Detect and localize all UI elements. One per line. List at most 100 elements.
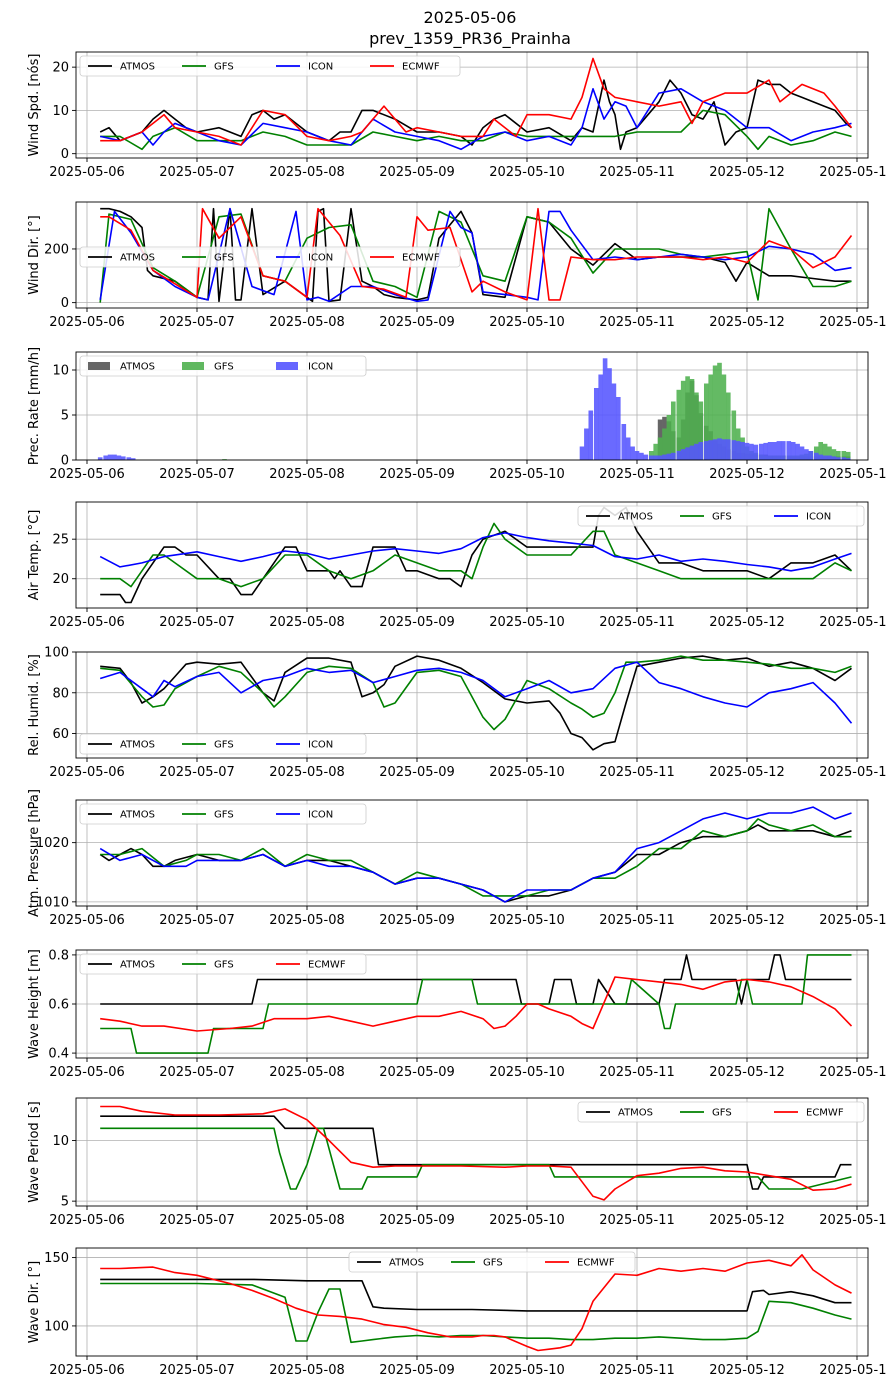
legend-label-atmos: ATMOS	[120, 362, 155, 373]
panel-1: 2025-05-06 2025-05-07 2025-05-08 2025-05-09…	[27, 51, 886, 180]
legend-label-icon: ICON	[308, 810, 333, 821]
bar-icon	[120, 456, 126, 460]
y-tick-label: 0	[61, 296, 69, 311]
legend-label-ecmwf: ECMWF	[577, 1258, 615, 1269]
legend: ATMOS GFS ICON ECMWF	[79, 55, 461, 77]
series-line-ecmwf	[100, 57, 853, 146]
bar-icon	[676, 451, 682, 460]
bar-icon	[694, 443, 699, 460]
x-tick-label: 2025-05-09	[379, 913, 455, 928]
legend-label-atmos: ATMOS	[120, 740, 155, 751]
bar-icon	[827, 455, 832, 460]
bar-icon	[786, 441, 792, 460]
bar-icon	[643, 454, 649, 460]
legend: ATMOS GFS ICON	[79, 733, 367, 755]
x-tick-label: 2025-05-09	[379, 165, 455, 180]
x-tick-label: 2025-05-06	[49, 1213, 125, 1228]
bar-icon	[107, 454, 113, 460]
bar-icon	[97, 457, 103, 460]
bar-gfs	[831, 449, 837, 460]
legend-label-icon: ICON	[308, 62, 333, 73]
x-tick-label: 2025-05-06	[49, 765, 125, 780]
legend-label-atmos: ATMOS	[120, 960, 155, 971]
legend-label-atmos: ATMOS	[120, 810, 155, 821]
x-tick-label: 2025-05-11	[599, 467, 675, 482]
bar-icon	[835, 457, 841, 460]
legend-label-icon: ICON	[308, 362, 333, 373]
bar-icon	[708, 440, 714, 460]
x-tick-label: 2025-05-13	[819, 913, 886, 928]
x-tick-label: 2025-05-08	[269, 1363, 345, 1378]
x-tick-label: 2025-05-06	[49, 315, 125, 330]
panel-5: 2025-05-06 2025-05-07 2025-05-08 2025-05-09…	[27, 646, 886, 781]
x-tick-label: 2025-05-11	[599, 1213, 675, 1228]
plot-area	[99, 506, 853, 604]
bar-icon	[841, 457, 847, 460]
bar-gfs	[841, 451, 847, 460]
legend-label-atmos: ATMOS	[120, 62, 155, 73]
y-axis-label: Rel. Humid. [%]	[27, 654, 42, 756]
bar-gfs	[731, 410, 737, 460]
series-line-atmos	[100, 1115, 852, 1190]
series-line-icon	[100, 88, 852, 151]
bar-icon	[818, 454, 824, 460]
bar-icon	[593, 388, 599, 460]
legend-box	[577, 1101, 865, 1123]
y-tick-label: 60	[52, 727, 69, 742]
bar-gfs	[818, 442, 824, 460]
series-line-atmos	[100, 1278, 852, 1312]
bar-icon	[680, 449, 686, 460]
bar-gfs	[662, 428, 667, 460]
legend-label-icon: ICON	[308, 253, 333, 264]
bar-icon	[588, 410, 594, 460]
bar-icon	[112, 454, 117, 460]
bar-icon	[126, 457, 132, 460]
x-tick-label: 2025-05-06	[49, 1363, 125, 1378]
x-tick-label: 2025-05-10	[489, 1363, 565, 1378]
x-tick-label: 2025-05-08	[269, 315, 345, 330]
bar-icon	[657, 455, 663, 460]
y-tick-label: 5	[61, 1195, 69, 1210]
legend-label-gfs: GFS	[214, 810, 234, 821]
series-line-icon	[99, 806, 852, 903]
legend: ATMOS GFS ICON	[79, 355, 367, 377]
y-axis-label: Wave Period [s]	[27, 1101, 42, 1202]
x-tick-label: 2025-05-12	[709, 315, 785, 330]
bar-icon	[758, 443, 764, 460]
series-line-gfs	[99, 207, 852, 303]
series-line-ecmwf	[100, 1105, 852, 1201]
bar-icon	[653, 455, 659, 460]
bar-gfs	[698, 401, 704, 460]
legend-label-ecmwf: ECMWF	[402, 253, 440, 264]
bar-icon	[725, 439, 731, 460]
bar-gfs	[712, 365, 718, 460]
series-line-icon	[99, 207, 852, 303]
legend: ATMOS GFS ICON ECMWF	[79, 246, 461, 268]
bar-icon	[598, 374, 604, 460]
x-tick-label: 2025-05-11	[599, 315, 675, 330]
x-tick-label: 2025-05-11	[599, 765, 675, 780]
x-tick-label: 2025-05-12	[709, 165, 785, 180]
bar-icon	[740, 442, 745, 460]
axes-frame	[75, 351, 869, 461]
y-tick-label: 200	[44, 242, 69, 257]
x-tick-label: 2025-05-07	[159, 913, 235, 928]
bar-icon	[615, 397, 621, 460]
bar-icon	[845, 458, 851, 460]
y-tick-label: 25	[52, 533, 69, 548]
x-tick-label: 2025-05-12	[709, 1363, 785, 1378]
bar-gfs	[703, 383, 709, 460]
bar-icon	[731, 440, 737, 460]
legend-label-atmos: ATMOS	[389, 1258, 424, 1269]
x-tick-label: 2025-05-06	[49, 615, 125, 630]
series-line-gfs	[100, 1127, 852, 1190]
y-tick-label: 10	[52, 104, 69, 119]
legend-box	[79, 246, 461, 268]
series-line-gfs	[100, 1282, 852, 1344]
legend-label-atmos: ATMOS	[618, 1108, 653, 1119]
x-tick-label: 2025-05-07	[159, 315, 235, 330]
bar-icon	[799, 446, 805, 460]
series-line-ecmwf	[100, 1254, 852, 1352]
bar-icon	[795, 443, 800, 460]
x-tick-label: 2025-05-10	[489, 1065, 565, 1080]
